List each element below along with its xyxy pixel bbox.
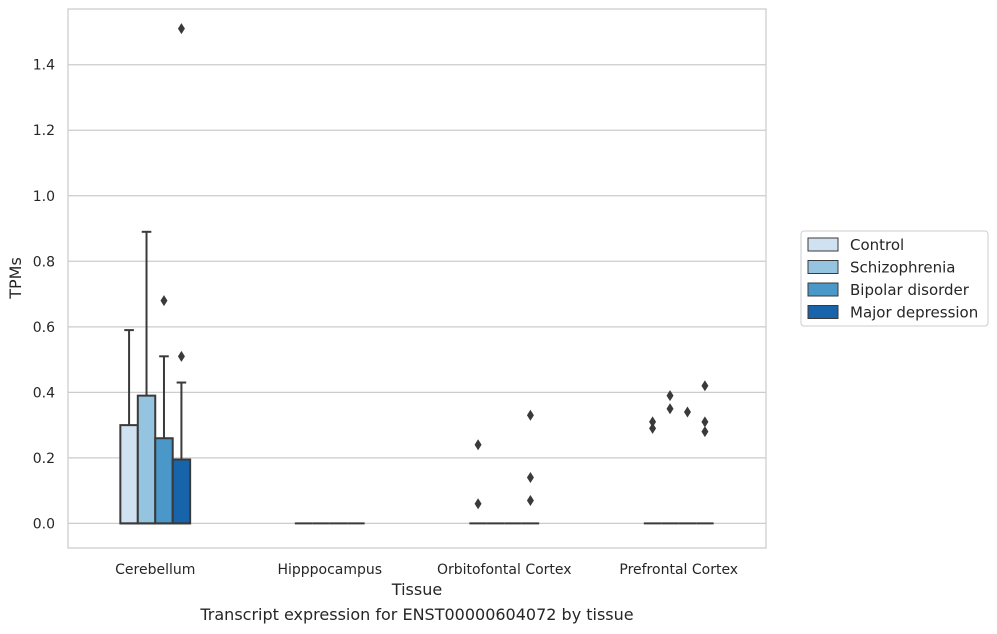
legend: Control Schizophrenia Bipolar disorder Majo…: [800, 230, 989, 327]
y-tick-label: 0.2: [33, 451, 55, 467]
box: [171, 23, 192, 525]
box: [521, 409, 540, 525]
legend-frame: [800, 230, 989, 327]
box: [469, 439, 487, 525]
y-axis-label: TPMs: [6, 257, 25, 300]
x-tick-label: Orbitofontal Cortex: [437, 562, 572, 578]
legend-label: Major depression: [850, 304, 978, 322]
x-tick-label: Cerebellum: [115, 562, 195, 578]
outlier-point: [177, 350, 185, 362]
x-tick-label: Prefrontal Cortex: [619, 562, 738, 578]
box: [661, 390, 679, 525]
y-tick-label: 1.4: [33, 58, 55, 74]
y-tick-label: 1.2: [33, 123, 55, 139]
box-body: [136, 394, 157, 525]
legend-label: Schizophrenia: [850, 259, 955, 277]
outlier-point: [666, 403, 674, 415]
outlier-point: [701, 416, 709, 428]
plot-frame: [67, 8, 767, 549]
outlier-point: [649, 416, 657, 428]
legend-label: Bipolar disorder: [850, 281, 970, 299]
legend-swatch: [807, 237, 839, 252]
outlier-point: [701, 380, 709, 392]
outlier-point: [649, 422, 657, 434]
outlier-point: [474, 439, 482, 451]
box: [119, 329, 139, 525]
y-tick-label: 0.4: [33, 385, 55, 401]
legend-label: Control: [850, 236, 904, 254]
boxes: [119, 23, 714, 525]
y-tick-label: 0.0: [33, 516, 55, 532]
x-axis-label: Tissue: [391, 580, 442, 599]
legend-swatch: [807, 282, 839, 297]
outlier-point: [526, 472, 534, 484]
box-body: [119, 424, 139, 525]
outlier-point: [683, 406, 691, 418]
outlier-point: [474, 498, 482, 510]
outlier-point: [666, 390, 674, 402]
chart-caption: Transcript expression for ENST0000060407…: [200, 605, 634, 624]
box: [154, 295, 174, 525]
legend-swatch: [807, 305, 839, 319]
y-tick-label: 1.0: [33, 189, 55, 205]
box-body: [154, 437, 174, 525]
outlier-point: [526, 409, 534, 421]
y-tick-labels: 0.0 0.2 0.4 0.6 0.8 1.0 1.2 1.4: [33, 58, 55, 533]
outlier-point: [701, 426, 709, 438]
box: [678, 406, 697, 525]
outlier-point: [160, 295, 168, 307]
outlier-point: [177, 23, 185, 35]
box: [696, 380, 714, 525]
outlier-point: [526, 494, 534, 506]
y-tick-label: 0.8: [33, 254, 55, 270]
x-tick-labels: Cerebellum Hipppocampus Orbitofontal Corte…: [115, 562, 738, 578]
box: [136, 230, 157, 525]
box: [643, 416, 662, 525]
box-body: [171, 458, 192, 525]
y-tick-label: 0.6: [33, 320, 55, 336]
legend-swatch: [807, 260, 839, 274]
x-tick-label: Hipppocampus: [277, 562, 382, 578]
